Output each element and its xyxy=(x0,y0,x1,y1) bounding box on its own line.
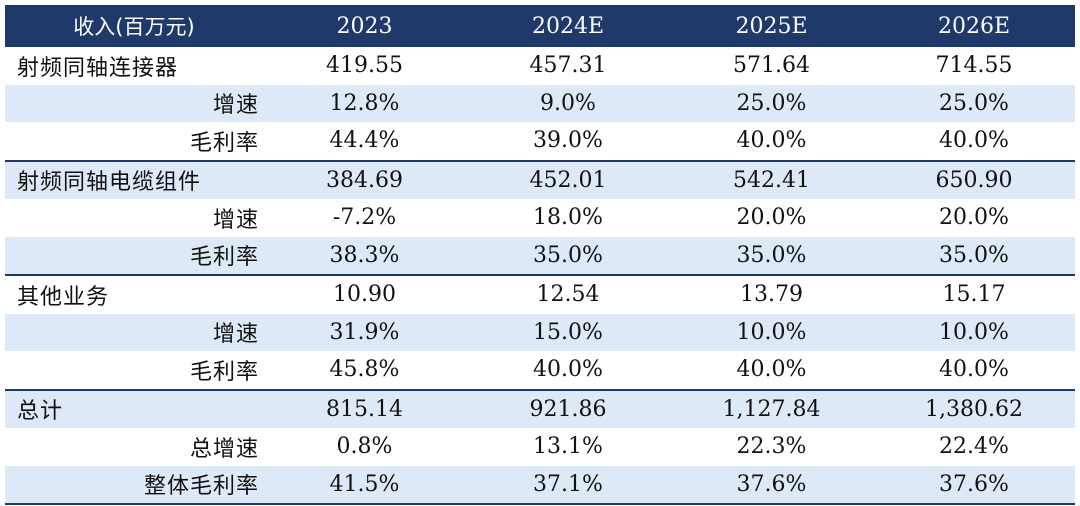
table-cell: 714.55 xyxy=(935,53,1013,79)
table-cell: 41.5% xyxy=(263,465,466,505)
table-cell: 571.64 xyxy=(733,53,810,79)
table-cell: 40.0% xyxy=(736,128,807,154)
table-cell: 15.0% xyxy=(466,313,670,351)
table-cell: 38.3% xyxy=(263,236,466,275)
table-cell: 40.0% xyxy=(939,357,1009,383)
row-label: 增速 xyxy=(5,313,263,351)
table-cell: 35.0% xyxy=(670,236,873,275)
table-cell: 22.3% xyxy=(736,434,807,460)
table-cell: 10.0% xyxy=(670,313,873,351)
table-cell: 1,380.62 xyxy=(873,388,1075,428)
table-cell: 20.0% xyxy=(736,205,807,231)
header-cell-year: 2024E xyxy=(466,5,670,47)
table-row: 整体毛利率 41.5% 37.1% 37.6% 37.6% xyxy=(5,465,1075,505)
table-cell: 921.86 xyxy=(466,388,670,428)
row-label: 其他业务 xyxy=(5,274,263,314)
table-row: 毛利率 45.8% 40.0% 40.0% 40.0% xyxy=(5,351,1075,390)
table-row: 总计 815.14 921.86 1,127.84 1,380.62 xyxy=(5,388,1075,428)
table-cell: 15.17 xyxy=(873,274,1075,314)
table-cell: 1,127.84 xyxy=(670,388,873,428)
table-cell: 384.69 xyxy=(263,159,466,199)
table-cell: 20.0% xyxy=(939,205,1009,231)
row-label: 毛利率 xyxy=(189,130,259,156)
table-cell: 9.0% xyxy=(466,84,670,122)
table-row: 射频同轴连接器 419.55 457.31 571.64 714.55 xyxy=(5,47,1075,85)
row-label: 射频同轴电缆组件 xyxy=(5,159,263,199)
header-row: 收入(百万元) 2023 2024E 2025E 2026E xyxy=(5,5,1075,47)
table-cell: 0.8% xyxy=(336,434,393,460)
table-row: 毛利率 44.4% 39.0% 40.0% 40.0% xyxy=(5,122,1075,161)
row-label: 增速 xyxy=(5,84,263,122)
row-label: 毛利率 xyxy=(5,236,263,275)
table-cell: 35.0% xyxy=(873,236,1075,275)
table-cell: 18.0% xyxy=(533,205,603,231)
header-cell-year: 2025E xyxy=(670,5,873,47)
table-cell: 31.9% xyxy=(263,313,466,351)
table-cell: 40.0% xyxy=(736,357,807,383)
table-cell: 12.54 xyxy=(466,274,670,314)
table-cell: 419.55 xyxy=(326,53,403,79)
row-label: 总增速 xyxy=(189,436,259,462)
table-cell: 452.01 xyxy=(466,159,670,199)
table-row: 射频同轴电缆组件 384.69 452.01 542.41 650.90 xyxy=(5,159,1075,199)
table-cell: 650.90 xyxy=(873,159,1075,199)
row-label: 总计 xyxy=(5,388,263,428)
row-label: 射频同轴连接器 xyxy=(17,55,179,81)
table-cell: 39.0% xyxy=(533,128,603,154)
table-cell: 22.4% xyxy=(939,434,1009,460)
table-cell: 13.79 xyxy=(670,274,873,314)
table-cell: 10.0% xyxy=(873,313,1075,351)
table-cell: 37.1% xyxy=(466,465,670,505)
table-cell: 12.8% xyxy=(263,84,466,122)
table-row: 其他业务 10.90 12.54 13.79 15.17 xyxy=(5,274,1075,314)
table-cell: 815.14 xyxy=(263,388,466,428)
table-cell: 40.0% xyxy=(533,357,603,383)
header-cell-label: 收入(百万元) xyxy=(5,5,263,47)
table-cell: 44.4% xyxy=(329,128,400,154)
table-cell: 37.6% xyxy=(873,465,1075,505)
table-cell: 37.6% xyxy=(670,465,873,505)
table-row: 毛利率 38.3% 35.0% 35.0% 35.0% xyxy=(5,236,1075,275)
table-row: 增速 12.8% 9.0% 25.0% 25.0% xyxy=(5,84,1075,122)
table-cell: 25.0% xyxy=(670,84,873,122)
header-cell-year: 2023 xyxy=(263,5,466,47)
table-cell: 45.8% xyxy=(329,357,400,383)
table-cell: 13.1% xyxy=(533,434,603,460)
table-cell: 10.90 xyxy=(263,274,466,314)
table-cell: 35.0% xyxy=(466,236,670,275)
revenue-forecast-table: 收入(百万元) 2023 2024E 2025E 2026E 射频同轴连接器 4… xyxy=(5,5,1075,505)
row-label: 整体毛利率 xyxy=(5,465,263,505)
table-row: 总增速 0.8% 13.1% 22.3% 22.4% xyxy=(5,428,1075,466)
table-row: 增速 -7.2% 18.0% 20.0% 20.0% xyxy=(5,199,1075,237)
row-label: 毛利率 xyxy=(189,359,259,385)
table-cell: 25.0% xyxy=(873,84,1075,122)
table-row: 增速 31.9% 15.0% 10.0% 10.0% xyxy=(5,313,1075,351)
header-cell-year: 2026E xyxy=(873,5,1075,47)
table-cell: 542.41 xyxy=(670,159,873,199)
row-label: 增速 xyxy=(212,207,259,233)
table-cell: 40.0% xyxy=(939,128,1009,154)
table-cell: -7.2% xyxy=(332,205,397,231)
table-cell: 457.31 xyxy=(529,53,607,79)
